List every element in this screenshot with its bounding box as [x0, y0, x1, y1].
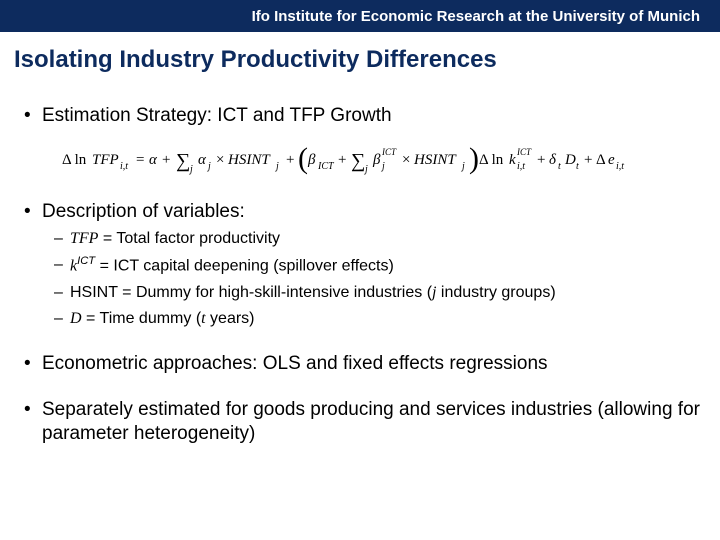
svg-text:HSINT: HSINT: [413, 152, 457, 168]
svg-text:×: ×: [402, 152, 410, 168]
svg-text:+: +: [162, 152, 170, 168]
svg-text:D: D: [564, 152, 576, 168]
header-text: Ifo Institute for Economic Research at t…: [252, 8, 700, 25]
var-k-sup: ICT: [77, 255, 95, 267]
bullet-separately: Separately estimated for goods producing…: [14, 398, 706, 446]
svg-text:+: +: [584, 152, 592, 168]
sub-kict: kICT = ICT capital deepening (spillover …: [14, 254, 706, 278]
var-d-mid: = Time dummy (: [82, 310, 202, 327]
slide-title: Isolating Industry Productivity Differen…: [0, 32, 720, 82]
svg-text:(: (: [298, 142, 308, 175]
svg-text:Δ ln: Δ ln: [62, 152, 87, 168]
header-bar: Ifo Institute for Economic Research at t…: [0, 0, 720, 32]
svg-text:k: k: [509, 152, 516, 168]
svg-text:): ): [469, 142, 479, 175]
content-area: Estimation Strategy: ICT and TFP Growth …: [0, 104, 720, 446]
svg-text:j: j: [460, 161, 465, 172]
svg-text:+: +: [286, 152, 294, 168]
svg-text:HSINT: HSINT: [227, 152, 271, 168]
sub-d: D = Time dummy (t years): [14, 308, 706, 330]
formula-svg: Δ ln TFP i,t = α + ∑ j α j × HSINT j + (…: [62, 140, 692, 178]
var-tfp-desc: = Total factor productivity: [98, 230, 280, 247]
svg-text:i,t: i,t: [517, 161, 525, 172]
var-tfp: TFP: [70, 230, 98, 247]
svg-text:t: t: [576, 161, 579, 172]
svg-text:Δ: Δ: [596, 152, 606, 168]
svg-text:ICT: ICT: [516, 147, 532, 157]
bullet-estimation-strategy: Estimation Strategy: ICT and TFP Growth: [14, 104, 706, 128]
svg-text:α: α: [149, 152, 158, 168]
var-d: D: [70, 310, 82, 327]
svg-text:×: ×: [216, 152, 224, 168]
svg-text:∑: ∑: [176, 150, 190, 172]
sub-hsint: HSINT = Dummy for high-skill-intensive i…: [14, 282, 706, 304]
var-d-rest: years): [206, 310, 255, 327]
svg-text:e: e: [608, 152, 615, 168]
svg-text:δ: δ: [549, 152, 557, 168]
var-k-desc: = ICT capital deepening (spillover effec…: [95, 257, 394, 274]
svg-text:t: t: [558, 161, 561, 172]
bullet-econometric: Econometric approaches: OLS and fixed ef…: [14, 352, 706, 376]
formula-container: Δ ln TFP i,t = α + ∑ j α j × HSINT j + (…: [14, 140, 706, 178]
svg-text:α: α: [198, 152, 207, 168]
svg-text:i,t: i,t: [120, 161, 128, 172]
svg-text:j: j: [274, 161, 279, 172]
svg-text:j: j: [380, 161, 385, 172]
svg-text:+: +: [338, 152, 346, 168]
svg-text:β: β: [372, 152, 381, 168]
svg-text:∑: ∑: [351, 150, 365, 172]
svg-text:TFP: TFP: [92, 152, 119, 168]
svg-text:Δ ln: Δ ln: [479, 152, 504, 168]
svg-text:ICT: ICT: [381, 147, 397, 157]
svg-text:=: =: [136, 152, 144, 168]
svg-text:j: j: [206, 161, 211, 172]
var-hsint-rest: industry groups): [436, 284, 555, 301]
svg-text:β: β: [307, 152, 316, 168]
var-hsint-pre: HSINT = Dummy for high-skill-intensive i…: [70, 284, 432, 301]
sub-tfp: TFP = Total factor productivity: [14, 228, 706, 250]
svg-text:i,t: i,t: [616, 161, 624, 172]
svg-text:ICT: ICT: [317, 161, 335, 172]
bullet-description-vars: Description of variables:: [14, 200, 706, 224]
svg-text:+: +: [537, 152, 545, 168]
